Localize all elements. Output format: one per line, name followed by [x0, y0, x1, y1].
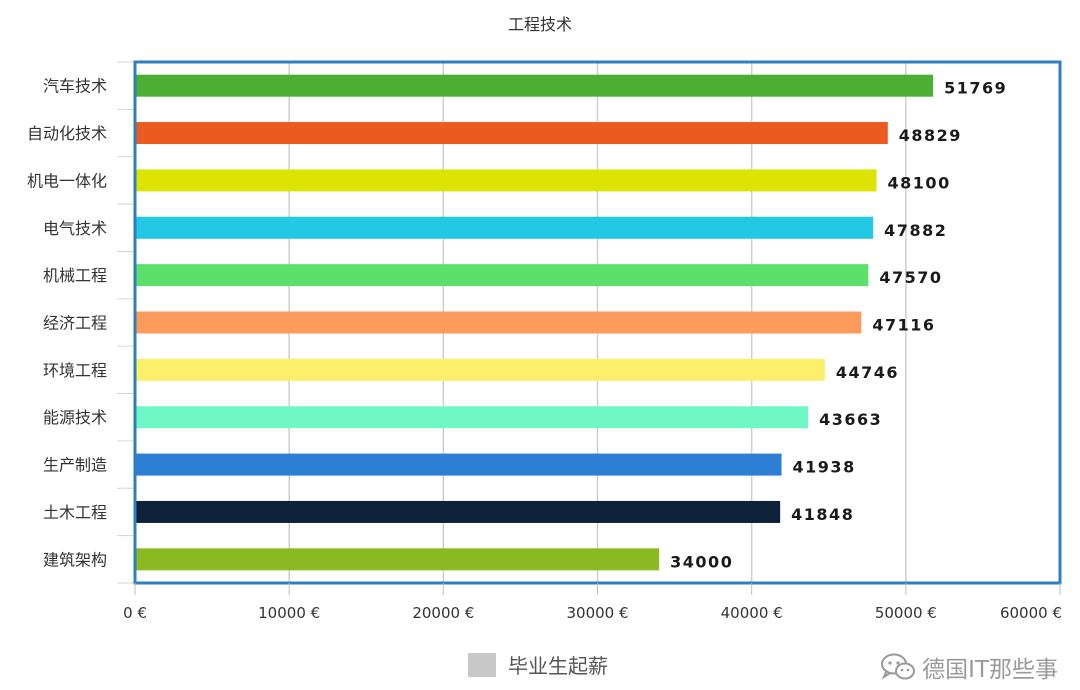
data-label: 48100	[888, 173, 951, 192]
legend-swatch	[468, 653, 496, 677]
y-axis-labels: 汽车技术自动化技术机电一体化电气技术机械工程经济工程环境工程能源技术生产制造土木…	[27, 77, 107, 570]
bar	[135, 358, 825, 381]
watermark: 德国IT那些事	[880, 650, 1058, 684]
category-label: 经济工程	[43, 314, 107, 333]
wechat-icon	[881, 653, 916, 680]
x-tick-label: 60000 €	[1000, 604, 1062, 622]
category-label: 自动化技术	[27, 124, 107, 143]
bar	[135, 311, 862, 334]
legend[interactable]: 毕业生起薪	[468, 653, 608, 678]
bars: 51769 48829 48100 47882 47570 47116 44746 43663…	[135, 74, 1007, 571]
data-label: 44746	[836, 363, 899, 382]
category-label: 能源技术	[43, 408, 107, 427]
category-label: 生产制造	[43, 456, 107, 475]
bar	[135, 406, 809, 429]
watermark-text: 德国IT那些事	[922, 657, 1058, 683]
legend-label: 毕业生起薪	[508, 654, 608, 678]
bar	[135, 74, 934, 97]
category-label: 电气技术	[43, 219, 107, 238]
category-label: 土木工程	[43, 503, 107, 522]
category-label: 机械工程	[43, 266, 107, 285]
chart-title: 工程技术	[508, 15, 572, 34]
x-tick-label: 40000 €	[721, 604, 783, 622]
data-label: 51769	[944, 79, 1007, 98]
x-tick-label: 50000 €	[875, 604, 937, 622]
data-label: 41938	[793, 458, 856, 477]
data-label: 47882	[884, 221, 947, 240]
x-tick-label: 20000 €	[412, 604, 474, 622]
x-tick-label: 0 €	[123, 604, 147, 622]
bar	[135, 169, 877, 192]
bar	[135, 122, 888, 145]
data-label: 47116	[872, 316, 935, 335]
x-axis-labels: 0 € 10000 € 20000 € 30000 € 40000 € 50000 € 60…	[123, 583, 1062, 622]
bar	[135, 500, 781, 523]
category-label: 环境工程	[43, 361, 107, 380]
data-label: 48829	[899, 126, 962, 145]
bar	[135, 264, 869, 287]
data-label: 47570	[879, 268, 942, 287]
bar	[135, 548, 660, 571]
data-label: 41848	[791, 505, 854, 524]
category-label: 汽车技术	[43, 77, 107, 96]
data-label: 34000	[670, 552, 733, 571]
category-label: 建筑架构	[43, 550, 107, 569]
data-label: 43663	[819, 410, 882, 429]
category-label: 机电一体化	[27, 171, 107, 190]
bar	[135, 453, 782, 476]
bar	[135, 216, 874, 239]
x-tick-label: 30000 €	[566, 604, 628, 622]
x-tick-label: 10000 €	[258, 604, 320, 622]
